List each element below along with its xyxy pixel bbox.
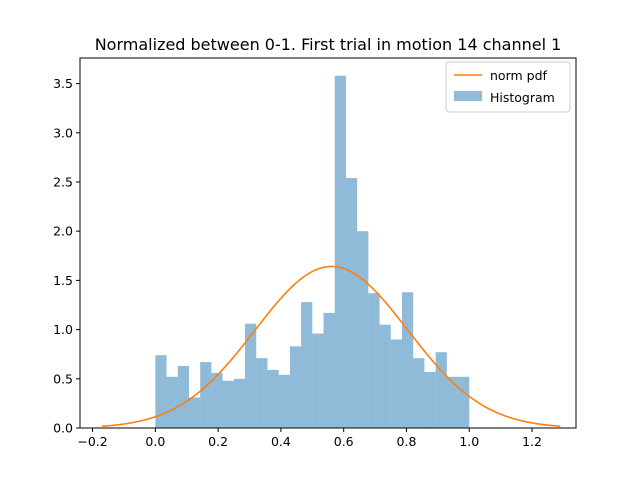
histogram-bar (155, 355, 167, 428)
x-tick-label: 0.8 (397, 434, 417, 449)
legend-histogram-swatch (454, 91, 482, 101)
legend-pdf-label: norm pdf (490, 68, 548, 83)
histogram-bar (233, 378, 246, 428)
histogram-bar (345, 178, 358, 428)
x-tick-label: 0.2 (208, 434, 228, 449)
pdf-line (101, 265, 561, 428)
histogram-bar (435, 352, 447, 428)
x-tick-label: 0.0 (145, 434, 165, 449)
y-tick-label: 3.5 (53, 76, 73, 91)
histogram-bar (379, 324, 391, 428)
x-tick-label: 0.6 (334, 434, 354, 449)
histogram-bars (155, 75, 470, 428)
histogram-bar (245, 323, 257, 428)
histogram-bar (222, 380, 234, 428)
histogram-bar (323, 312, 335, 428)
histogram-bar (267, 369, 279, 428)
histogram-bar (256, 358, 268, 428)
histogram-bar (289, 346, 302, 428)
histogram-bar (211, 372, 223, 428)
x-axis: −0.2 0.0 0.2 0.4 0.6 0.8 1.0 1.2 (77, 428, 542, 449)
histogram-bar (401, 292, 414, 428)
histogram-bar (446, 376, 459, 428)
histogram-bar (424, 371, 436, 428)
x-tick-label: 0.4 (271, 434, 291, 449)
histogram-bar (368, 293, 380, 428)
histogram-bar (278, 374, 290, 428)
x-tick-label: 1.2 (522, 434, 542, 449)
chart-title: Normalized between 0-1. First trial in m… (95, 35, 562, 54)
legend-histogram-label: Histogram (490, 90, 555, 105)
histogram-bar (200, 362, 212, 428)
y-tick-label: 0.0 (53, 421, 73, 436)
histogram-bar (177, 366, 189, 428)
histogram-bar (166, 376, 178, 428)
y-tick-label: 2.0 (53, 224, 73, 239)
histogram-bar (413, 358, 425, 428)
y-tick-label: 2.5 (53, 174, 73, 189)
plot-frame (79, 57, 577, 429)
histogram-bar (458, 376, 470, 428)
y-axis: 0.0 0.5 1.0 1.5 2.0 2.5 3.0 3.5 (53, 76, 80, 436)
x-tick-label: −0.2 (77, 434, 107, 449)
x-tick-label: 1.0 (459, 434, 479, 449)
y-tick-label: 3.0 (53, 125, 73, 140)
histogram-bar (390, 339, 402, 428)
histogram-bar (188, 397, 201, 428)
histogram-bar (357, 231, 369, 428)
y-tick-label: 1.0 (53, 322, 73, 337)
histogram-bar (334, 75, 346, 428)
histogram-bar (301, 302, 313, 428)
histogram-bar (312, 333, 324, 428)
y-tick-label: 0.5 (53, 371, 73, 386)
legend: norm pdf Histogram (445, 61, 571, 113)
y-tick-label: 1.5 (53, 273, 73, 288)
